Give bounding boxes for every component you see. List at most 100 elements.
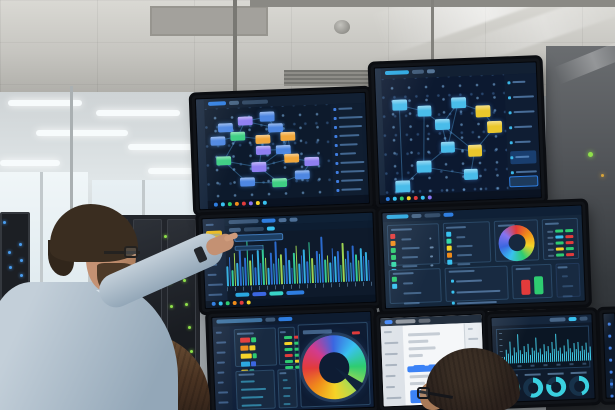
skeleton-row xyxy=(334,150,364,158)
ring xyxy=(569,375,590,397)
row-bar xyxy=(386,397,402,400)
skeleton-row xyxy=(215,328,228,336)
row-bar xyxy=(402,282,414,285)
skeleton-row xyxy=(451,286,502,297)
row-chip xyxy=(609,382,614,386)
skeleton-row xyxy=(609,378,615,390)
row-bar xyxy=(241,396,264,400)
toolbar-chip xyxy=(229,100,240,106)
graph-node xyxy=(251,162,268,172)
ring xyxy=(545,376,567,398)
row-chip xyxy=(609,370,613,374)
row-bar xyxy=(242,404,262,408)
row-bar xyxy=(562,295,573,298)
row-bar xyxy=(282,387,292,390)
toolbar-chip xyxy=(568,316,577,321)
graph-node xyxy=(272,177,288,188)
skeleton-row xyxy=(282,385,292,391)
panel-events-table xyxy=(444,265,510,306)
value-row xyxy=(282,335,313,340)
toolbar-chip xyxy=(385,70,410,76)
shirt xyxy=(0,282,178,410)
row-bar xyxy=(216,350,226,354)
value-grid xyxy=(280,333,314,370)
graph-edges xyxy=(382,74,509,195)
led-light xyxy=(169,304,173,308)
value-chip xyxy=(555,247,564,251)
network-topology-graph xyxy=(204,104,334,202)
led-light xyxy=(20,274,24,278)
value-row xyxy=(547,229,574,233)
taskbar-dot xyxy=(239,301,244,306)
skeleton-row xyxy=(451,297,503,308)
row-bar xyxy=(208,293,222,297)
screen xyxy=(195,92,369,210)
alert-bar-segment xyxy=(240,337,251,344)
skeleton-row xyxy=(508,105,535,119)
spike-bar xyxy=(341,243,345,282)
skeleton-row xyxy=(216,358,229,366)
row-bar xyxy=(207,273,217,277)
row-bar xyxy=(386,386,395,389)
value-chip xyxy=(565,229,574,233)
value-chip xyxy=(284,354,293,358)
graph-node xyxy=(239,177,256,188)
row-bar xyxy=(241,388,266,392)
skeleton-row xyxy=(218,398,230,406)
item-rows xyxy=(559,270,578,298)
monitor-network-graph-right xyxy=(370,58,546,208)
skeleton-row xyxy=(386,383,403,393)
toolbar-chip xyxy=(411,214,422,219)
skeleton-row xyxy=(429,244,434,251)
text-line xyxy=(408,339,429,344)
skeleton-row xyxy=(335,177,365,185)
skeleton-row xyxy=(216,348,228,356)
row-chip xyxy=(333,134,337,138)
taskbar-dot xyxy=(211,302,216,307)
value-row xyxy=(282,341,313,346)
row-chip xyxy=(332,107,336,111)
status-square xyxy=(390,233,396,240)
row-bar xyxy=(385,364,397,367)
glass-mullion xyxy=(431,0,434,66)
status-square xyxy=(392,277,398,283)
taskbar-dot xyxy=(413,195,418,201)
graph-node xyxy=(255,134,272,144)
status-square xyxy=(446,245,452,251)
led-light xyxy=(189,349,193,353)
skeleton-row xyxy=(283,393,292,399)
panel-radial-gauge xyxy=(297,322,371,408)
row-bar xyxy=(218,400,229,404)
panel-alert-bars xyxy=(233,327,278,376)
row-bar xyxy=(401,256,419,259)
row-bar xyxy=(385,375,396,378)
item-rows xyxy=(453,232,479,275)
graph-node xyxy=(395,180,411,193)
row-bar xyxy=(218,390,229,394)
row-bar xyxy=(215,331,222,334)
spike-bar xyxy=(527,344,530,363)
panel-status-list-2 xyxy=(442,221,492,275)
row-bar xyxy=(241,380,256,384)
row-bar xyxy=(339,152,356,156)
taskbar-dot xyxy=(256,201,261,206)
row-chip xyxy=(451,280,455,284)
row-chip xyxy=(608,334,612,338)
skeleton-row xyxy=(334,159,365,167)
skeleton-row xyxy=(334,141,364,149)
skeleton-row xyxy=(562,282,575,290)
graph-node xyxy=(256,145,272,156)
traffic-chart-panel xyxy=(495,325,592,371)
skeleton-row xyxy=(456,234,475,242)
value-chip xyxy=(283,336,293,340)
taskbar-dot xyxy=(228,202,233,207)
rainbow-radial-gauge xyxy=(301,334,368,401)
row-chip xyxy=(451,301,456,306)
skeleton-row xyxy=(283,401,293,407)
ceiling-light xyxy=(148,168,202,174)
toolbar-chip xyxy=(228,227,242,232)
spike-bar xyxy=(354,254,358,281)
graph-node xyxy=(283,153,300,164)
row-bar xyxy=(216,340,227,344)
